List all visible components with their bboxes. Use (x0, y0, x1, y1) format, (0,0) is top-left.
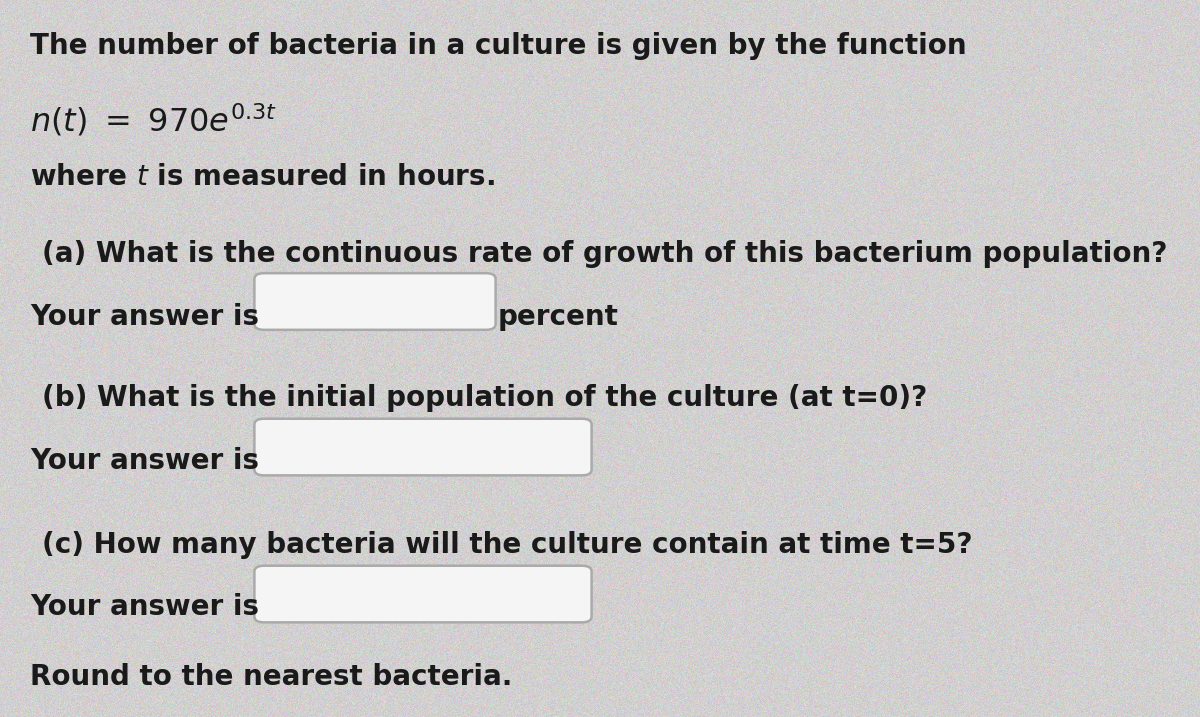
FancyBboxPatch shape (254, 566, 592, 622)
Text: percent: percent (498, 303, 619, 331)
Text: (a) What is the continuous rate of growth of this bacterium population?: (a) What is the continuous rate of growt… (42, 240, 1168, 268)
Text: (c) How many bacteria will the culture contain at time t=5?: (c) How many bacteria will the culture c… (42, 531, 972, 559)
FancyBboxPatch shape (254, 419, 592, 475)
Text: Your answer is: Your answer is (30, 303, 259, 331)
Text: Round to the nearest bacteria.: Round to the nearest bacteria. (30, 663, 512, 691)
FancyBboxPatch shape (254, 273, 496, 330)
Text: where $\mathit{t}$ is measured in hours.: where $\mathit{t}$ is measured in hours. (30, 163, 494, 191)
Text: (b) What is the initial population of the culture (at t=0)?: (b) What is the initial population of th… (42, 384, 928, 412)
Text: Your answer is: Your answer is (30, 593, 259, 621)
Text: The number of bacteria in a culture is given by the function: The number of bacteria in a culture is g… (30, 32, 967, 60)
Text: $\mathit{n}(\mathit{t})\ =\ 970\mathit{e}^{0.3\mathit{t}}$: $\mathit{n}(\mathit{t})\ =\ 970\mathit{e… (30, 102, 277, 138)
Text: Your answer is: Your answer is (30, 447, 259, 475)
